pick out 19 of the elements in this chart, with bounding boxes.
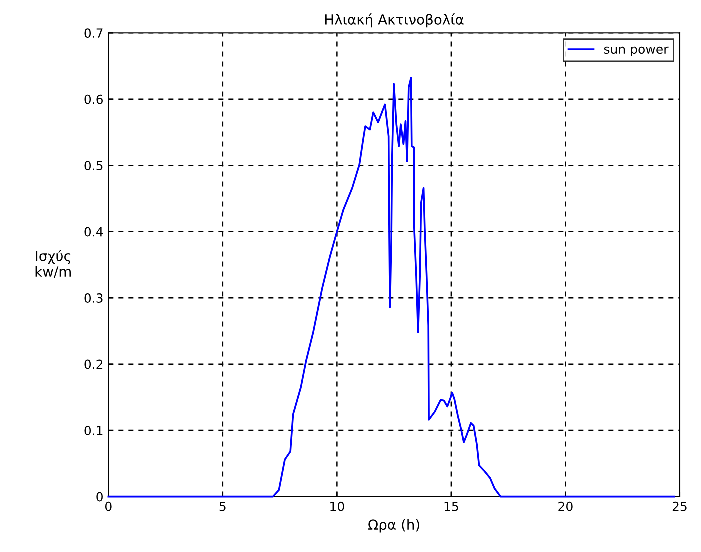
y-tick-label: 0.6 bbox=[84, 94, 104, 104]
x-axis-title: Ωρα (h) bbox=[368, 519, 420, 533]
x-tick-label: 0 bbox=[106, 502, 112, 512]
y-axis-title: Ισχύς kw/m bbox=[36, 250, 71, 278]
x-tick-label: 25 bbox=[672, 502, 687, 512]
y-tick-label: 0 bbox=[96, 492, 103, 502]
x-tick-label: 10 bbox=[330, 502, 344, 512]
x-tick-label: 20 bbox=[558, 502, 573, 512]
chart-title: Ηλιακή Ακτινοβολία bbox=[325, 14, 464, 28]
line-series bbox=[108, 77, 676, 498]
legend-label: sun power bbox=[604, 46, 669, 56]
y-tick-label: 0.4 bbox=[84, 227, 104, 237]
y-tick-label: 0.7 bbox=[84, 28, 103, 38]
y-tick-label: 0.2 bbox=[84, 360, 103, 370]
y-tick-label: 0.5 bbox=[84, 161, 103, 171]
y-tick-label: 0.1 bbox=[84, 426, 103, 436]
y-tick-label: 0.3 bbox=[84, 294, 103, 304]
x-tick-label: 5 bbox=[220, 502, 226, 512]
x-tick-label: 15 bbox=[444, 502, 458, 512]
